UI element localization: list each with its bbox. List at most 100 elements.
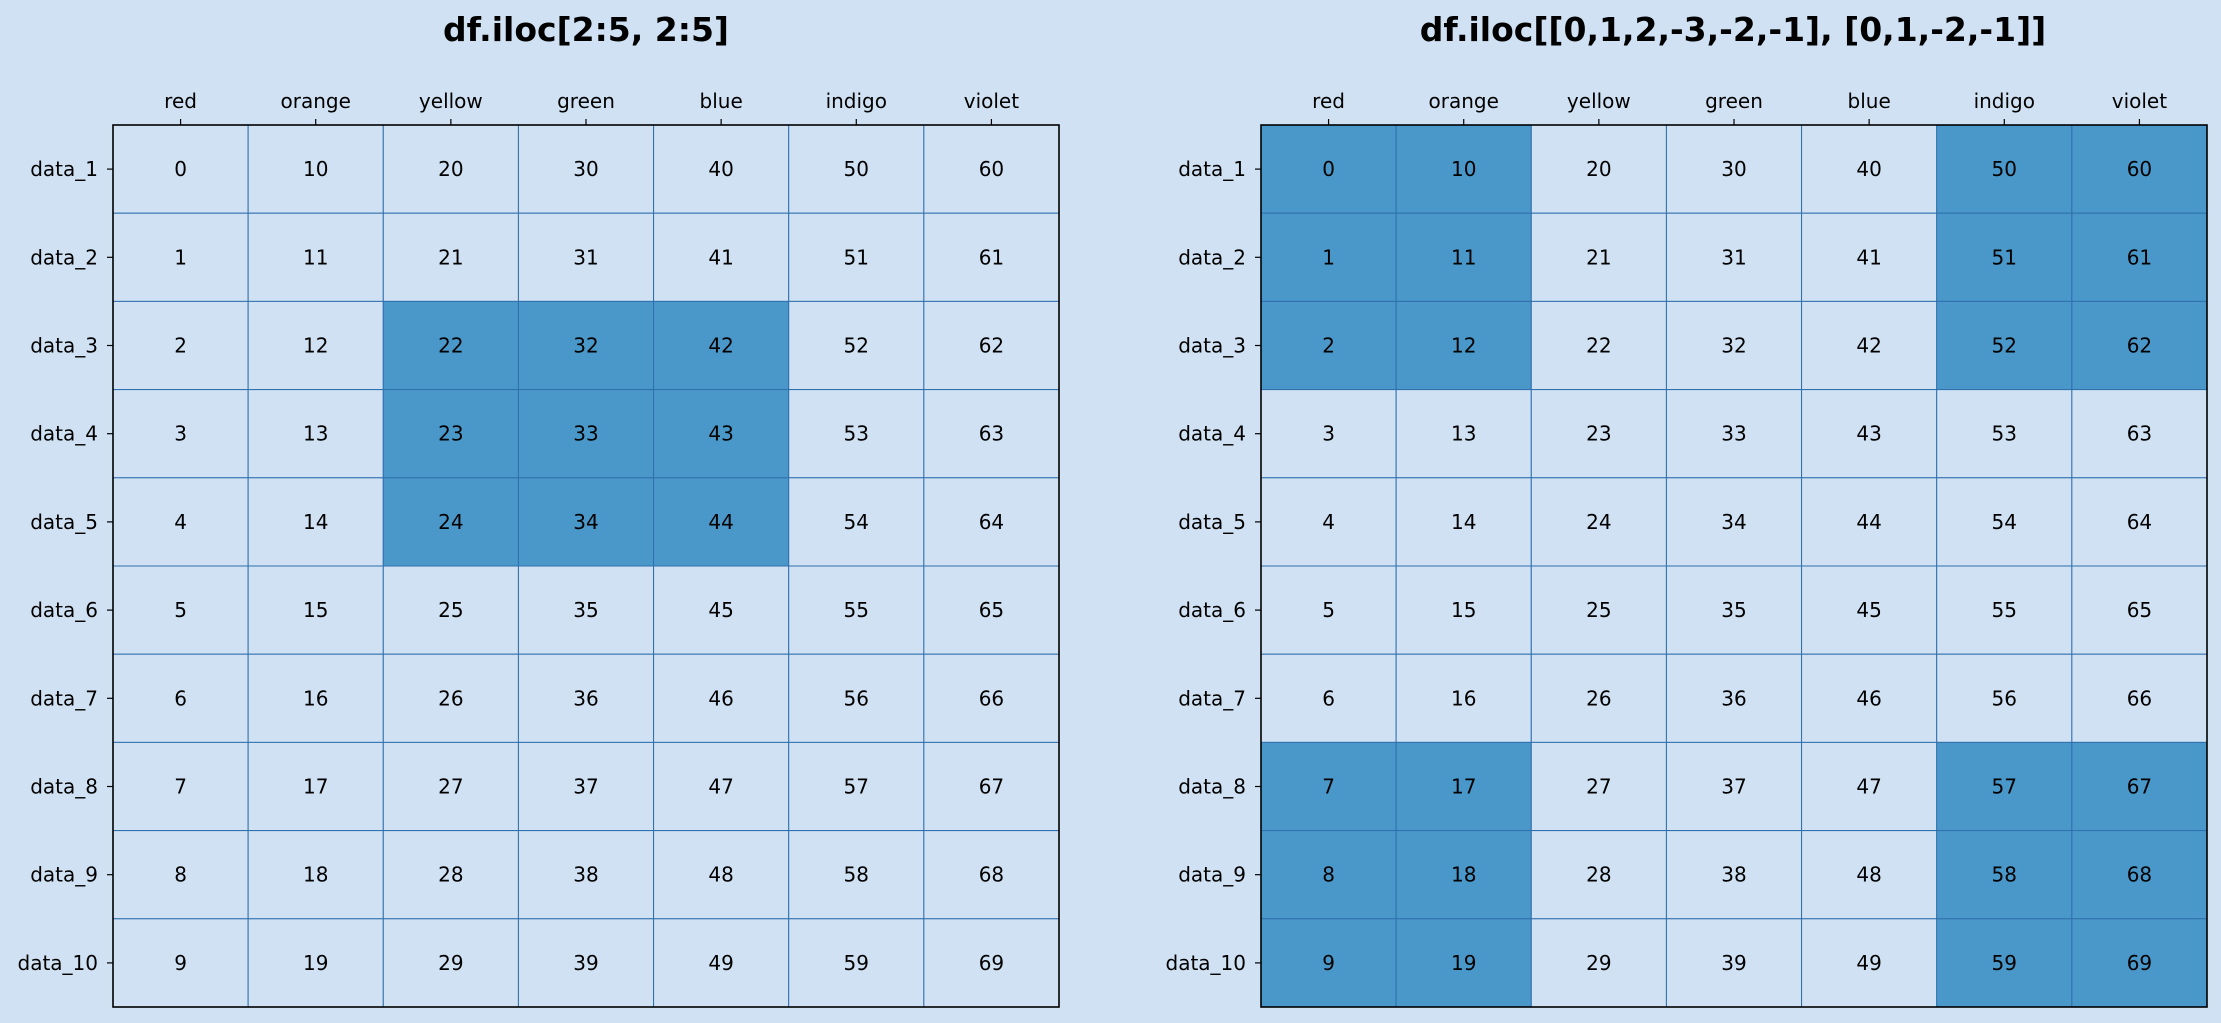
highlighted-cell (1395, 212, 1532, 302)
cell-value: 65 (979, 598, 1004, 622)
cell-value: 51 (1992, 245, 2017, 269)
cell-value: 7 (174, 775, 187, 799)
row-label: data_7 (30, 686, 98, 710)
cell-value: 47 (708, 775, 733, 799)
table-cell (1801, 653, 1938, 743)
table-cell (247, 124, 384, 214)
cell-value: 24 (1586, 510, 1611, 534)
cell-value: 34 (573, 510, 598, 534)
cell-value: 64 (979, 510, 1004, 534)
cell-value: 37 (573, 775, 598, 799)
table-cell (382, 918, 519, 1008)
highlighted-cell (1260, 212, 1397, 302)
cell-value: 2 (1322, 334, 1335, 358)
highlighted-cell (1936, 918, 2073, 1008)
row-label: data_6 (30, 598, 98, 622)
table-cell (112, 389, 249, 479)
table-cell (1530, 653, 1667, 743)
cell-value: 0 (174, 157, 187, 181)
cell-value: 18 (1451, 863, 1476, 887)
table-cell (788, 300, 925, 391)
cell-value: 48 (1856, 863, 1881, 887)
highlighted-cell (517, 389, 655, 479)
cell-value: 58 (1992, 863, 2017, 887)
table-cell (382, 830, 519, 920)
table-cell (382, 653, 519, 743)
table-cell (923, 918, 1060, 1008)
row-label: data_7 (1178, 686, 1246, 710)
cell-value: 68 (979, 863, 1004, 887)
cell-value: 41 (708, 245, 733, 269)
table-cell (923, 212, 1060, 302)
highlighted-cell (1260, 300, 1397, 391)
row-label: data_9 (30, 863, 98, 887)
table-cell (923, 653, 1060, 743)
cell-value: 12 (1451, 334, 1476, 358)
row-label: data_10 (18, 951, 99, 975)
table-cell (1801, 300, 1938, 391)
highlighted-cell (2071, 300, 2208, 391)
cell-value: 53 (844, 422, 869, 446)
cell-value: 23 (438, 422, 463, 446)
table-cell (788, 212, 925, 302)
cell-value: 26 (438, 686, 463, 710)
cell-value: 66 (979, 686, 1004, 710)
cell-value: 54 (844, 510, 869, 534)
cell-value: 38 (1721, 863, 1746, 887)
table-cell (1936, 477, 2073, 567)
cell-value: 6 (1322, 686, 1335, 710)
highlighted-cell (382, 300, 519, 391)
cell-value: 66 (2127, 686, 2152, 710)
cell-value: 6 (174, 686, 187, 710)
row-headers: data_1 data_2 data_3 data_4 data_5 data_6data… (18, 157, 113, 975)
cell-value: 8 (174, 863, 187, 887)
cell-value: 42 (708, 334, 733, 358)
cell-value: 15 (1451, 598, 1476, 622)
highlighted-cell (1260, 741, 1397, 832)
cell-value: 34 (1721, 510, 1746, 534)
cell-value: 27 (438, 775, 463, 799)
table-cell (1530, 389, 1667, 479)
table-cell (653, 918, 790, 1008)
cell-value: 10 (1451, 157, 1476, 181)
cell-value: 67 (2127, 775, 2152, 799)
cell-value: 54 (1992, 510, 2017, 534)
table-cell (2071, 565, 2208, 655)
cell-value: 13 (303, 422, 328, 446)
cell-value: 9 (174, 951, 187, 975)
table-cell (788, 389, 925, 479)
cell-value: 31 (573, 245, 598, 269)
cell-value: 25 (438, 598, 463, 622)
table-cell (1530, 124, 1667, 214)
row-headers: data_1 data_2 data_3 data_4 data_5 data_6data… (1166, 157, 1261, 975)
row-label: data_8 (1178, 775, 1246, 799)
highlighted-cell (382, 477, 519, 567)
table-cell (1801, 477, 1938, 567)
table-cell (517, 565, 655, 655)
cell-value: 62 (2127, 334, 2152, 358)
table-cell (1936, 389, 2073, 479)
cell-value: 39 (573, 951, 598, 975)
table-cell (923, 565, 1060, 655)
highlighted-cell (1395, 741, 1532, 832)
table-cell (653, 741, 790, 832)
cell-value: 3 (1322, 422, 1335, 446)
panel-title: df.iloc[2:5, 2:5] (443, 10, 729, 49)
cell-value: 52 (844, 334, 869, 358)
highlighted-cell (1936, 300, 2073, 391)
row-label: data_6 (1178, 598, 1246, 622)
cell-value: 31 (1721, 245, 1746, 269)
column-label: violet (964, 89, 1019, 113)
highlighted-cell (2071, 741, 2208, 832)
cell-value: 23 (1586, 422, 1611, 446)
table-cell (923, 741, 1060, 832)
column-label: green (1705, 89, 1763, 113)
cell-value: 16 (1451, 686, 1476, 710)
cell-value: 46 (1856, 686, 1881, 710)
highlighted-cell (1936, 124, 2073, 214)
column-label: blue (1848, 89, 1891, 113)
cell-value: 58 (844, 863, 869, 887)
cell-value: 16 (303, 686, 328, 710)
cell-value: 60 (2127, 157, 2152, 181)
